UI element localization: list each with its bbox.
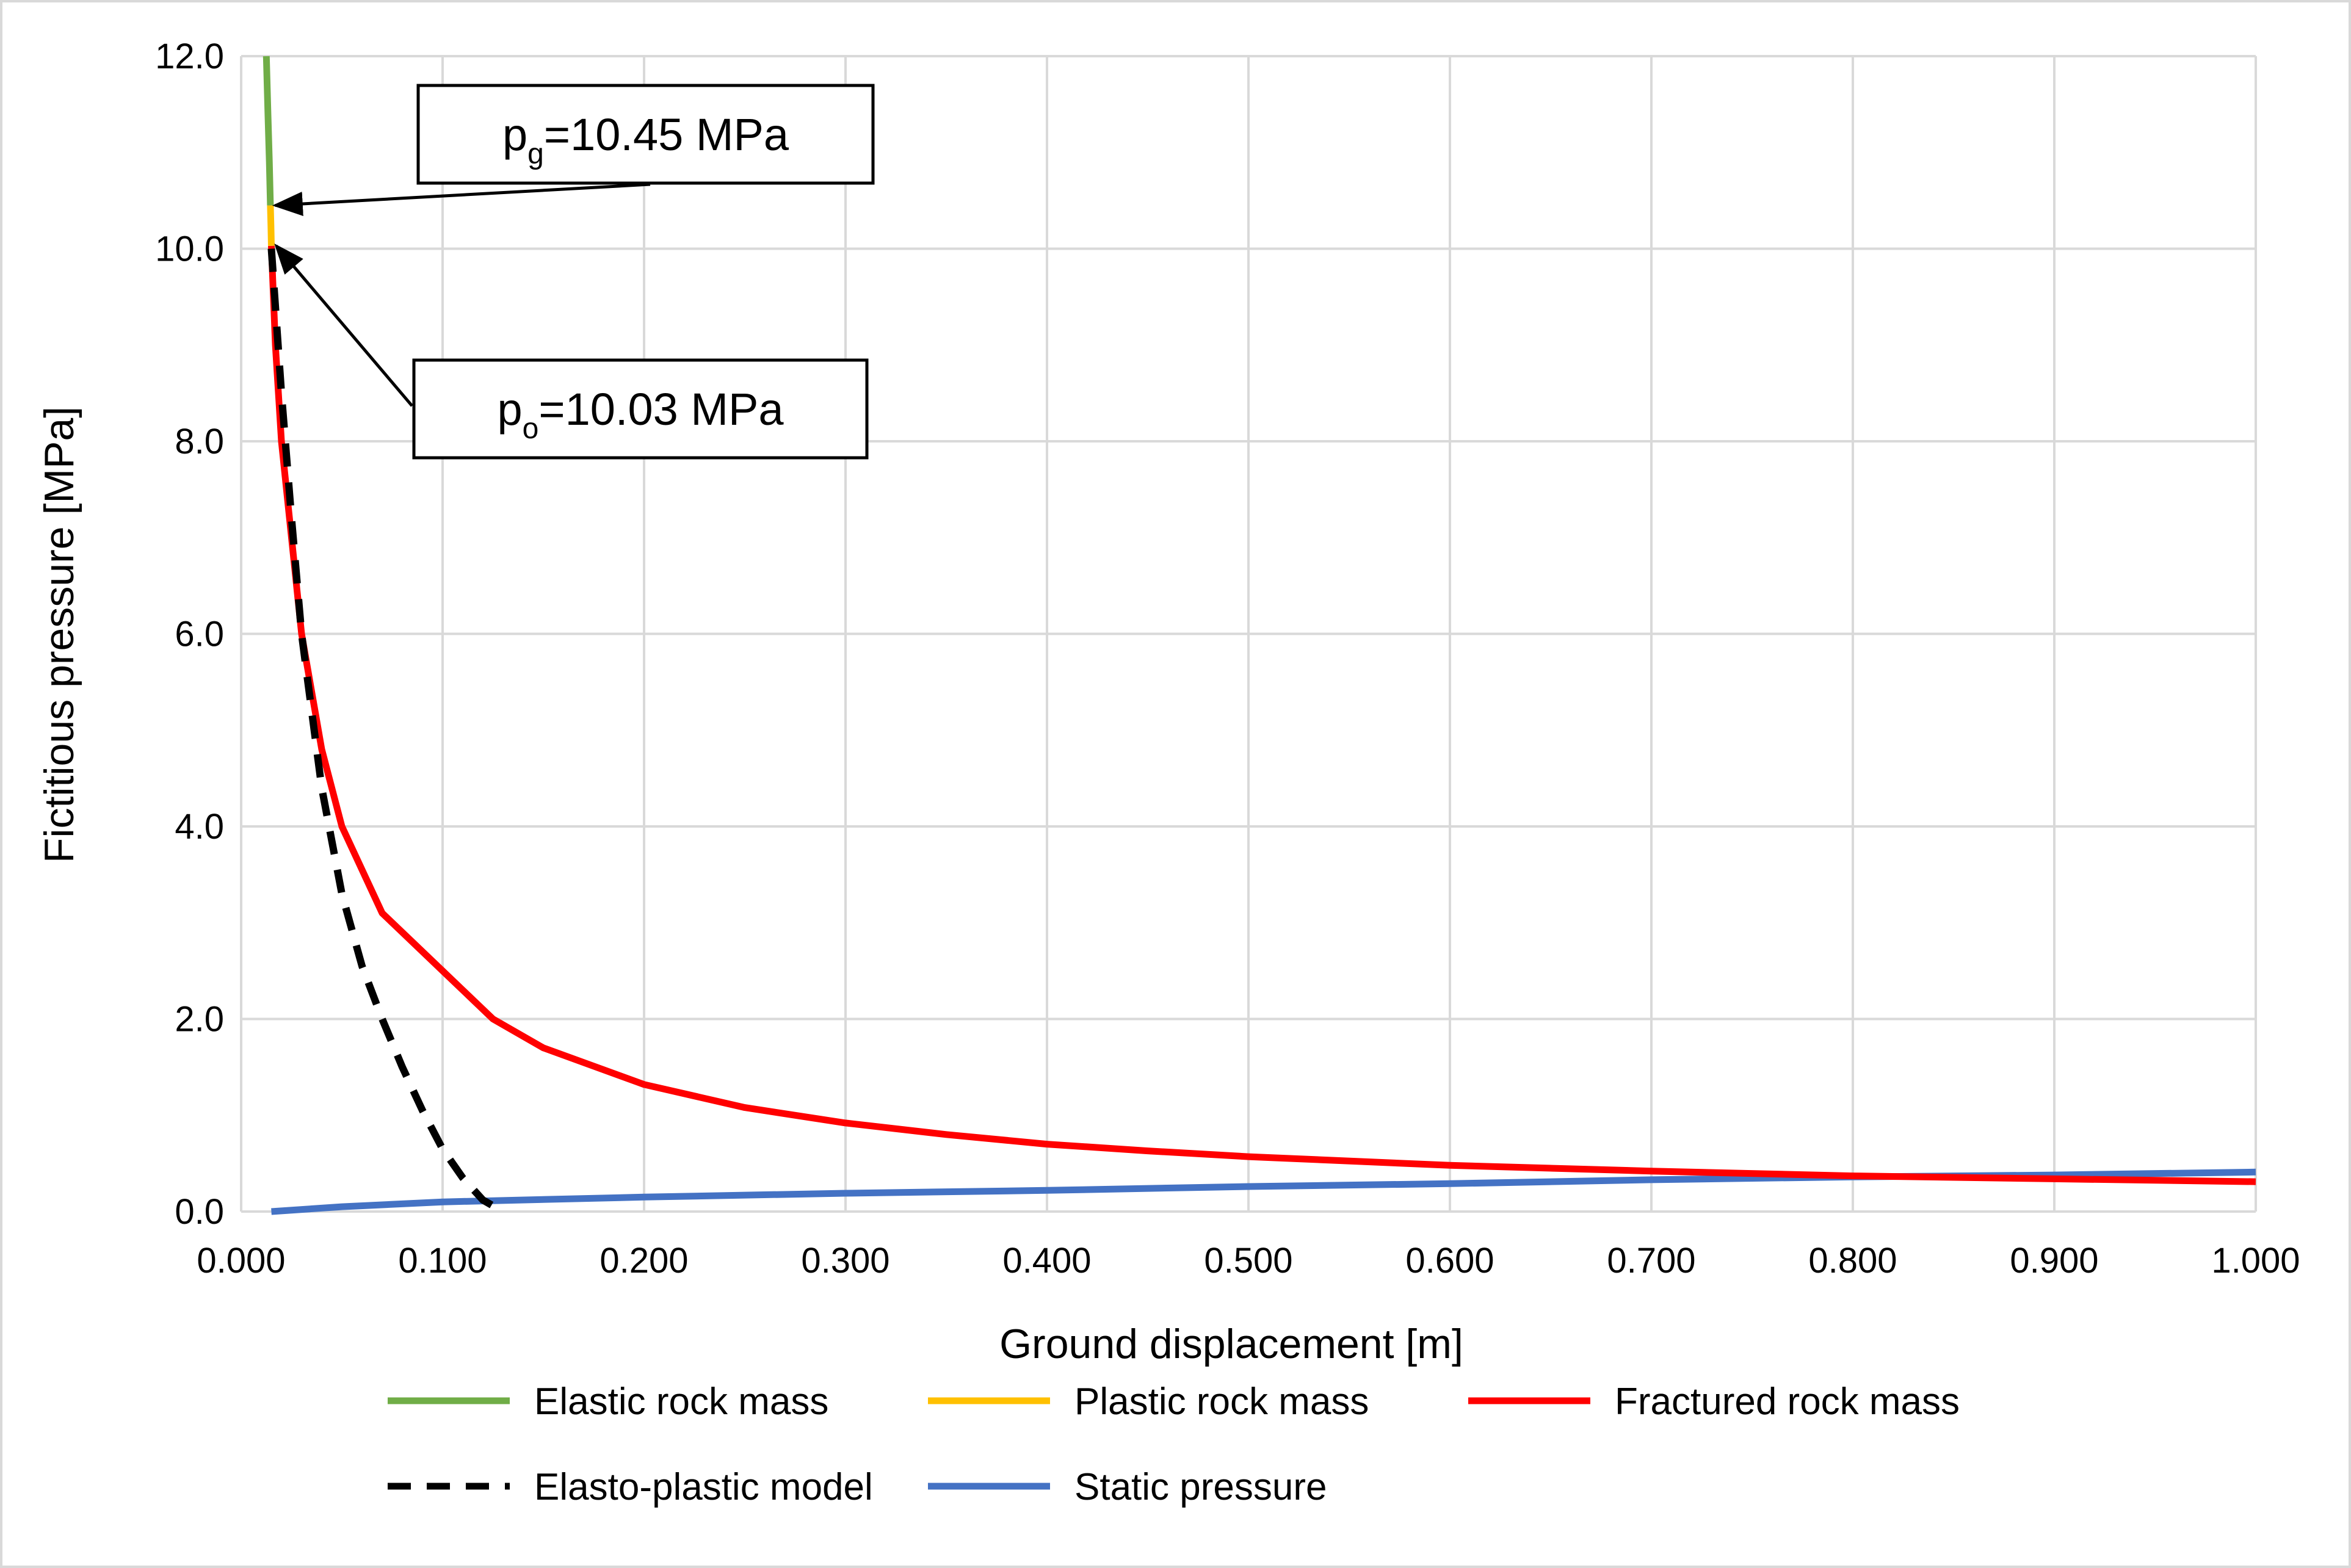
x-tick-label: 0.700 bbox=[1607, 1241, 1695, 1281]
gridlines bbox=[240, 55, 2257, 1213]
y-tick-label: 6.0 bbox=[175, 615, 224, 654]
y-tick-label: 2.0 bbox=[175, 1000, 224, 1039]
legend-label-elastic-rock-mass: Elastic rock mass bbox=[534, 1381, 828, 1423]
y-tick-label: 4.0 bbox=[175, 807, 224, 847]
x-axis-title: Ground displacement [m] bbox=[999, 1321, 1463, 1367]
legend-label-static-pressure: Static pressure bbox=[1074, 1466, 1327, 1508]
x-tick-label: 0.500 bbox=[1204, 1241, 1292, 1281]
y-tick-labels: 0.0 2.0 4.0 6.0 8.0 10.0 12.0 bbox=[155, 37, 224, 1232]
x-tick-label: 0.600 bbox=[1405, 1241, 1494, 1281]
y-tick-label: 10.0 bbox=[155, 229, 224, 269]
callout-box bbox=[416, 84, 875, 185]
callout-symbol: p bbox=[498, 384, 523, 435]
x-tick-label: 0.800 bbox=[1808, 1241, 1897, 1281]
y-axis-title: Fictitious pressure [MPa] bbox=[36, 406, 82, 863]
legend-label-elasto-plastic-model: Elasto-plastic model bbox=[534, 1466, 873, 1508]
callout-arrow bbox=[272, 182, 651, 216]
series-line-elastic-rock-mass bbox=[263, 56, 274, 206]
callout-subscript: o bbox=[523, 413, 539, 445]
series-line-elasto-plastic-model bbox=[267, 248, 505, 1215]
y-tick-label: 12.0 bbox=[155, 37, 224, 76]
data-series bbox=[263, 56, 2256, 1215]
x-tick-label: 1.000 bbox=[2211, 1241, 2300, 1281]
callout-box bbox=[412, 358, 869, 460]
callout-label: po=10.03 MPa bbox=[498, 384, 784, 445]
x-tick-label: 0.200 bbox=[600, 1241, 688, 1281]
callout-label: pg=10.45 MPa bbox=[502, 109, 789, 170]
legend-label-fractured-rock-mass: Fractured rock mass bbox=[1615, 1381, 1960, 1423]
x-tick-label: 0.100 bbox=[398, 1241, 487, 1281]
legend-label-plastic-rock-mass: Plastic rock mass bbox=[1074, 1381, 1369, 1423]
y-tick-label: 8.0 bbox=[175, 422, 224, 461]
series-line-plastic-rock-mass bbox=[267, 205, 275, 246]
x-tick-label: 0.900 bbox=[2010, 1241, 2098, 1281]
x-tick-label: 0.000 bbox=[197, 1241, 285, 1281]
x-tick-label: 0.300 bbox=[801, 1241, 889, 1281]
legend: Elastic rock mass Plastic rock mass Fractu… bbox=[388, 1381, 1960, 1508]
callout-value: =10.45 MPa bbox=[544, 109, 789, 160]
callout-arrow bbox=[274, 243, 413, 407]
x-tick-label: 0.400 bbox=[1002, 1241, 1091, 1281]
callout-symbol: p bbox=[502, 109, 527, 160]
callout-value: =10.03 MPa bbox=[538, 384, 784, 435]
x-tick-labels: 0.000 0.100 0.200 0.300 0.400 0.500 0.600 0.700… bbox=[197, 1241, 2300, 1281]
callout-subscript: g bbox=[527, 138, 544, 170]
y-tick-label: 0.0 bbox=[175, 1192, 224, 1232]
